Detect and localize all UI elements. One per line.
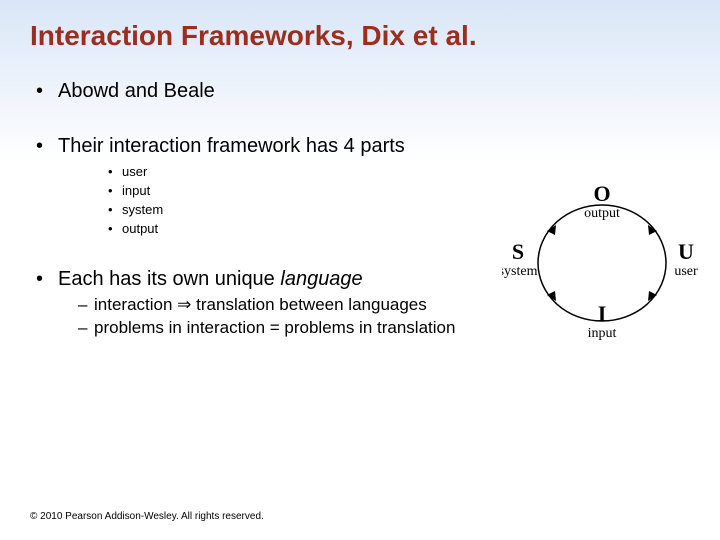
copyright-footer: © 2010 Pearson Addison-Wesley. All right… (30, 511, 264, 522)
node-U-small: user (674, 264, 698, 279)
sub1-suffix: translation between languages (191, 295, 426, 314)
node-U-big: U (678, 239, 694, 264)
slide-title: Interaction Frameworks, Dix et al. (30, 20, 690, 52)
node-S-big: S (512, 239, 524, 264)
node-I-big: I (598, 301, 607, 326)
node-S-small: system (502, 264, 538, 279)
interaction-framework-diagram: O output S system U user I input (502, 185, 702, 340)
bullet-language-prefix: Each has its own unique (58, 268, 280, 290)
part-user: user (108, 164, 690, 179)
bullet-language-italic: language (280, 268, 362, 290)
node-O-small: output (584, 206, 620, 221)
node-I-small: input (588, 326, 617, 340)
bullet-four-parts-text: Their interaction framework has 4 parts (58, 135, 405, 157)
double-arrow-icon: ⇒ (177, 295, 191, 314)
sub1-prefix: interaction (94, 295, 177, 314)
bullet-abowd-beale: Abowd and Beale (30, 80, 690, 103)
node-O-big: O (593, 185, 610, 206)
